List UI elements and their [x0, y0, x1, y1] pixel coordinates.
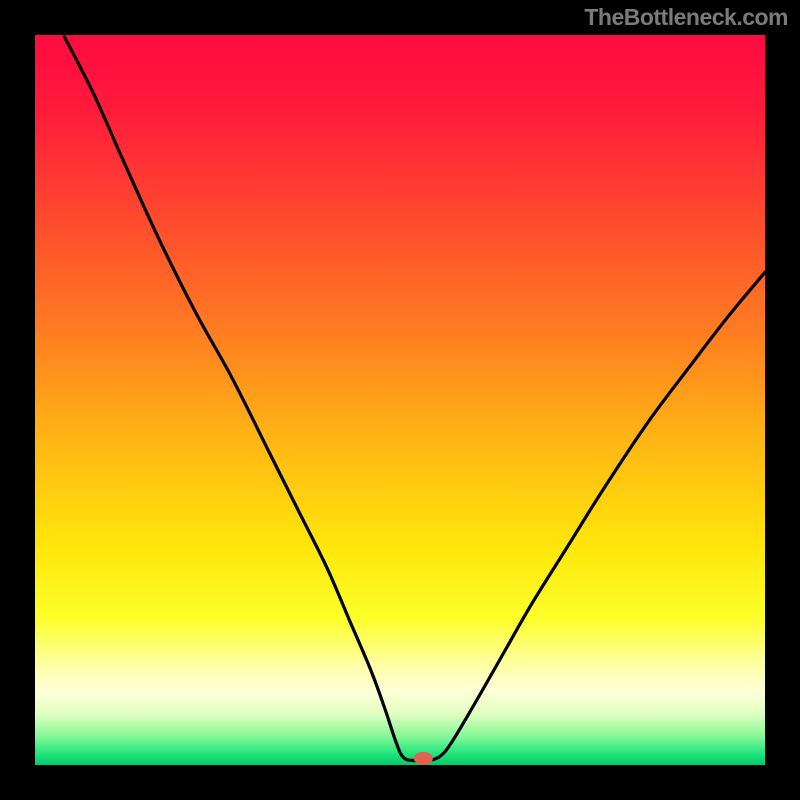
chart-frame: TheBottleneck.com [0, 0, 800, 800]
watermark-text: TheBottleneck.com [584, 4, 788, 31]
plot-area [35, 35, 765, 765]
chart-svg [35, 35, 765, 765]
